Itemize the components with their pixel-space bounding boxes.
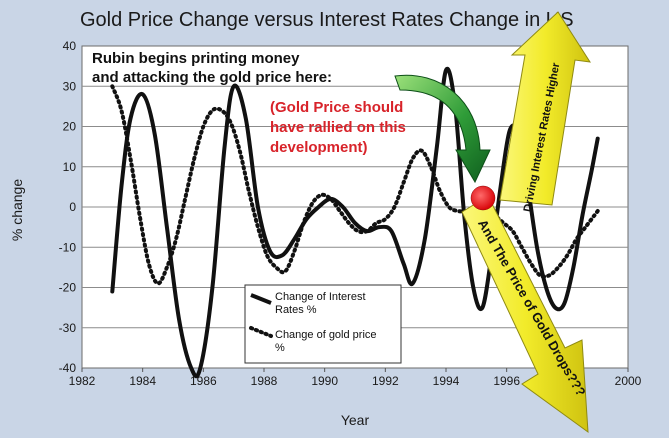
y-tick-label: 0: [69, 200, 76, 214]
legend-dotted-swatch: [249, 326, 273, 338]
legend: Change of Interest Rates % Change of gold…: [244, 284, 402, 364]
x-tick-label: 1984: [129, 374, 156, 388]
y-tick-label: -10: [59, 240, 77, 254]
y-tick-label: 40: [63, 39, 77, 53]
chart-title: Gold Price Change versus Interest Rates …: [80, 9, 574, 31]
y-tick-label: 30: [63, 79, 77, 93]
legend-solid-swatch: [250, 293, 272, 305]
annotation-rubin-line2: and attacking the gold price here:: [92, 69, 332, 86]
annotation-red-line3: development): [270, 139, 368, 156]
annotation-red-line1: (Gold Price should: [270, 99, 403, 116]
y-tick-label: 10: [63, 160, 77, 174]
yellow-up-arrow-icon: Driving Interest Rates Higher: [499, 11, 592, 213]
y-tick-label: -30: [59, 321, 77, 335]
annotation-rubin-line1: Rubin begins printing money: [92, 50, 300, 67]
green-curved-arrow-icon: [394, 74, 491, 184]
legend-entry-gold: Change of gold price%: [275, 329, 377, 354]
x-tick-label: 1992: [372, 374, 399, 388]
x-tick-label: 1982: [69, 374, 96, 388]
annotation-red-line2: have rallied on this: [270, 119, 406, 136]
x-axis-title: Year: [341, 412, 370, 428]
x-tick-labels: 1982198419861988199019921994199619982000: [69, 368, 642, 388]
x-tick-label: 1990: [311, 374, 338, 388]
x-tick-label: 2000: [615, 374, 642, 388]
x-tick-label: 1988: [251, 374, 278, 388]
y-tick-labels: -40 -30 -20 -10 0 10 20 30 40: [59, 39, 77, 375]
y-axis-title: % change: [9, 179, 25, 241]
y-tick-label: 20: [63, 120, 77, 134]
x-tick-label: 1994: [433, 374, 460, 388]
gold-price-series-line: [110, 84, 600, 286]
y-tick-label: -20: [59, 281, 77, 295]
legend-box: [244, 284, 402, 364]
y-tick-label: -40: [59, 361, 77, 375]
red-marker-dot: [470, 185, 496, 211]
legend-entry-interest: Change of Interest Rates %: [275, 291, 366, 316]
x-tick-label: 1996: [493, 374, 520, 388]
